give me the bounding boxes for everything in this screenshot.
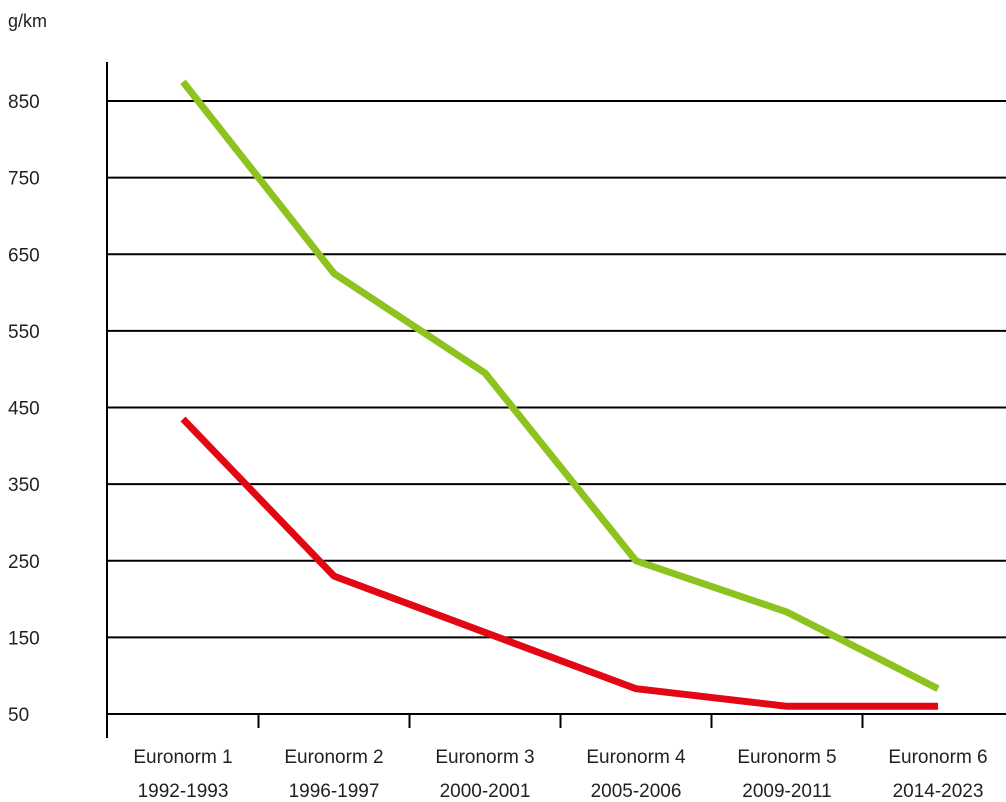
x-tick-label-6: Euronorm 6 bbox=[888, 747, 987, 768]
series-line-2 bbox=[180, 416, 938, 710]
y-tick-label-350: 350 bbox=[8, 475, 40, 496]
y-tick-label-250: 250 bbox=[8, 552, 40, 573]
axes bbox=[106, 62, 864, 738]
x-tick-label-2: Euronorm 2 bbox=[284, 747, 383, 768]
gridlines bbox=[107, 100, 1006, 715]
x-tick-sublabel-5: 2009-2011 bbox=[742, 781, 831, 802]
y-tick-label-450: 450 bbox=[8, 399, 40, 420]
y-tick-label-850: 850 bbox=[8, 92, 40, 113]
x-tick-label-5: Euronorm 5 bbox=[737, 747, 836, 768]
x-tick-sublabel-3: 2000-2001 bbox=[440, 781, 531, 802]
series-lines bbox=[180, 79, 940, 710]
y-tick-label-150: 150 bbox=[8, 628, 40, 649]
x-tick-label-4: Euronorm 4 bbox=[586, 747, 686, 768]
x-tick-label-3: Euronorm 3 bbox=[435, 747, 534, 768]
y-tick-label-550: 550 bbox=[8, 322, 40, 343]
y-axis-unit-label: g/km bbox=[8, 11, 47, 31]
x-tick-sublabel-1: 1992-1993 bbox=[138, 781, 229, 802]
x-tick-label-1: Euronorm 1 bbox=[133, 747, 232, 768]
x-tick-sublabel-2: 1996-1997 bbox=[289, 781, 380, 802]
y-tick-label-750: 750 bbox=[8, 169, 40, 190]
series-line-1 bbox=[180, 79, 940, 692]
x-tick-sublabel-4: 2005-2006 bbox=[591, 781, 682, 802]
x-tick-sublabel-6: 2014-2023 bbox=[893, 781, 984, 802]
axis-labels: 50 150 250 350 450 550 650 750 850 Euronorm 1 1992… bbox=[8, 92, 988, 802]
y-tick-label-650: 650 bbox=[8, 245, 40, 266]
y-tick-label-50: 50 bbox=[8, 705, 29, 726]
